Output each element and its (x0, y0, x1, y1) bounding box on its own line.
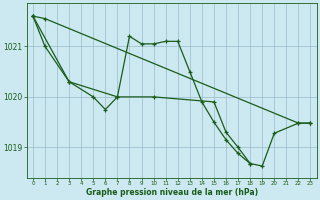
X-axis label: Graphe pression niveau de la mer (hPa): Graphe pression niveau de la mer (hPa) (86, 188, 258, 197)
